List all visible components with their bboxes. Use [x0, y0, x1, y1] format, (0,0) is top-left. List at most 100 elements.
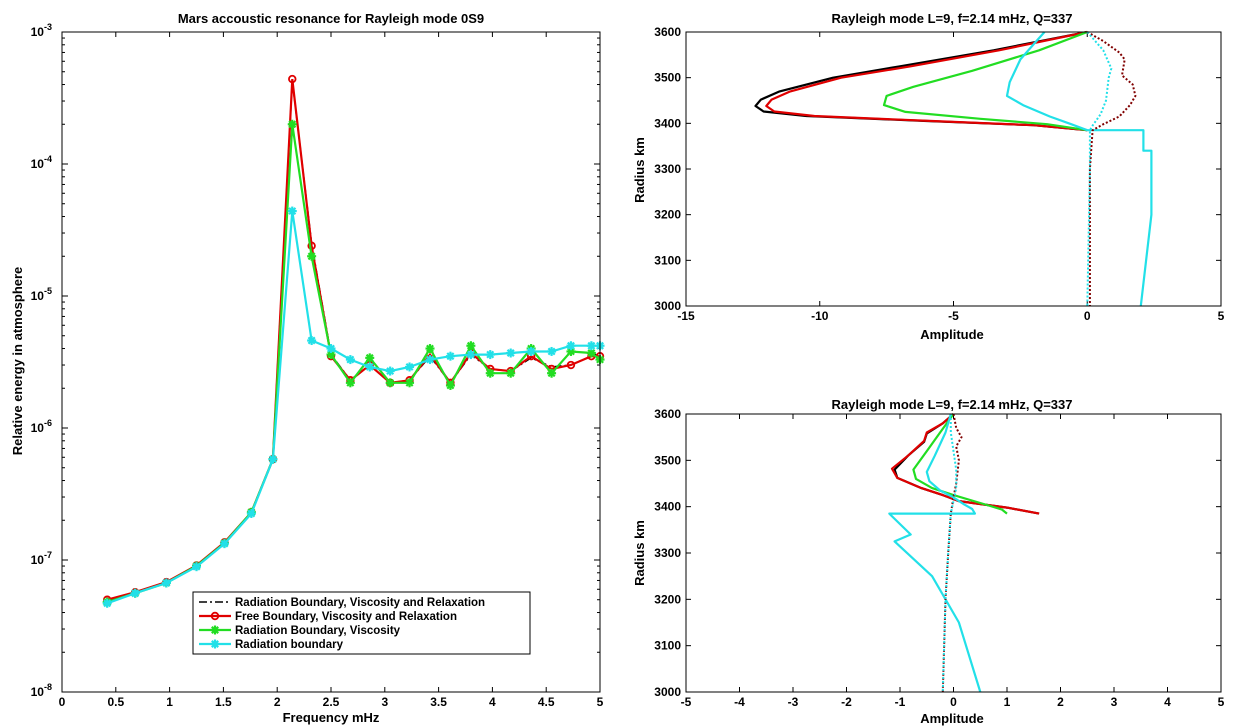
left-legend-label: Radiation Boundary, Viscosity and Relaxa… — [235, 597, 485, 609]
left-x-tick-label: 0.5 — [107, 695, 124, 709]
left-series-point — [346, 378, 355, 387]
left-series-point — [307, 252, 316, 261]
left-x-tick-label: 0 — [59, 695, 66, 709]
left-series-point — [547, 369, 556, 378]
left-series-point — [327, 344, 335, 353]
left-legend-label: Free Boundary, Viscosity and Relaxation — [235, 611, 457, 623]
left-series-line — [106, 80, 601, 602]
left-plot-frame — [61, 31, 601, 693]
left-y-tick-label: 10-7 — [31, 550, 52, 567]
left-legend-marker — [211, 640, 219, 648]
tr-series-4 — [1086, 31, 1137, 306]
left-series-line — [106, 210, 600, 605]
br-y-tick-label: 3600 — [654, 407, 681, 421]
left-x-tick-label: 4.5 — [538, 695, 555, 709]
br-y-tick-label: 3300 — [654, 546, 681, 560]
left-series-point — [587, 349, 596, 357]
bottom-right-x-axis-label: Amplitude — [920, 711, 984, 726]
tr-y-tick-label: 3000 — [654, 299, 681, 313]
left-series-point — [446, 381, 455, 390]
left-x-tick-label: 4 — [489, 695, 496, 709]
tr-series-5 — [1086, 31, 1113, 307]
tr-x-tick-label: 0 — [1084, 309, 1091, 323]
left-legend-box — [192, 591, 531, 655]
left-series-point — [405, 378, 414, 387]
left-x-tick-label: 2.5 — [323, 695, 340, 709]
left-x-tick-label: 2 — [274, 695, 281, 709]
tr-series-1 — [765, 30, 1088, 132]
left-series-point — [288, 120, 297, 129]
bottom-right-chart: Rayleigh mode L=9, f=2.14 mHz, Q=337 Amp… — [632, 397, 1225, 726]
left-y-tick-label: 10-8 — [31, 682, 52, 699]
left-series-point — [288, 207, 297, 216]
left-series-line — [106, 124, 601, 604]
left-x-tick-label: 1.5 — [215, 695, 232, 709]
top-right-y-axis-label: Radius km — [632, 137, 647, 203]
left-series-point — [486, 369, 495, 378]
tr-y-tick-label: 3200 — [654, 208, 681, 222]
left-x-tick-label: 3 — [381, 695, 388, 709]
br-series-4 — [941, 413, 963, 693]
left-x-tick-label: 3.5 — [430, 695, 447, 709]
left-series-point — [466, 341, 475, 350]
left-legend-label: Radiation boundary — [235, 639, 344, 651]
br-x-tick-label: 5 — [1218, 695, 1225, 709]
left-y-tick-label: 10-3 — [31, 22, 52, 39]
left-series-line — [106, 78, 600, 601]
br-x-tick-label: -2 — [841, 695, 852, 709]
top-right-x-axis-label: Amplitude — [920, 327, 984, 342]
tr-x-tick-label: -10 — [811, 309, 829, 323]
left-series-point — [405, 363, 414, 371]
left-chart-title: Mars accoustic resonance for Rayleigh mo… — [178, 11, 484, 26]
left-legend-marker — [211, 626, 219, 634]
br-x-tick-label: 0 — [950, 695, 957, 709]
left-series-1 — [102, 74, 605, 604]
top-right-plot-frame — [685, 31, 1222, 307]
left-series-point — [192, 562, 201, 571]
top-right-chart: Rayleigh mode L=9, f=2.14 mHz, Q=337 Amp… — [632, 11, 1225, 342]
left-series-point — [547, 347, 556, 356]
tr-y-tick-label: 3100 — [654, 253, 681, 267]
br-y-tick-label: 3100 — [654, 639, 681, 653]
br-x-tick-label: -5 — [681, 695, 692, 709]
left-series-point — [288, 74, 297, 84]
left-series-point — [365, 353, 374, 362]
left-series-point — [566, 341, 575, 350]
tr-y-tick-label: 3600 — [654, 25, 681, 39]
left-series-point — [220, 539, 229, 548]
br-x-tick-label: 4 — [1164, 695, 1171, 709]
left-x-tick-label: 1 — [166, 695, 173, 709]
left-series-point — [506, 369, 515, 378]
br-y-tick-label: 3500 — [654, 453, 681, 467]
left-y-tick-label: 10-6 — [31, 418, 52, 435]
left-legend-marker — [210, 611, 220, 621]
tr-y-tick-label: 3500 — [654, 71, 681, 85]
left-series-point — [587, 341, 596, 350]
tr-x-tick-label: -15 — [677, 309, 695, 323]
left-series-point — [365, 363, 374, 371]
left-chart: Mars accoustic resonance for Rayleigh mo… — [10, 11, 605, 725]
left-series-point — [268, 455, 277, 464]
left-legend-label: Radiation Boundary, Viscosity — [235, 625, 401, 637]
left-series-point — [527, 347, 536, 356]
left-series-point — [486, 350, 495, 359]
left-legend: Radiation Boundary, Viscosity and Relaxa… — [192, 591, 531, 655]
left-x-tick-label: 5 — [597, 695, 604, 709]
left-series-3 — [102, 206, 605, 608]
bottom-right-plot-frame — [685, 413, 1222, 693]
left-y-axis-label: Relative energy in atmosphere — [10, 267, 25, 456]
bottom-right-y-axis-label: Radius km — [632, 520, 647, 586]
br-x-tick-label: -1 — [895, 695, 906, 709]
tr-series-2 — [882, 30, 1088, 132]
left-series-point — [446, 352, 455, 361]
left-series-point — [327, 350, 335, 359]
left-series-point — [131, 589, 140, 598]
bottom-right-chart-title: Rayleigh mode L=9, f=2.14 mHz, Q=337 — [832, 397, 1073, 412]
left-series-point — [466, 350, 475, 359]
left-y-tick-label: 10-4 — [31, 154, 52, 171]
br-series-3 — [888, 413, 982, 693]
top-right-chart-title: Rayleigh mode L=9, f=2.14 mHz, Q=337 — [832, 11, 1073, 26]
left-series-point — [506, 349, 515, 357]
br-y-tick-label: 3200 — [654, 592, 681, 606]
left-series-point — [386, 378, 395, 387]
